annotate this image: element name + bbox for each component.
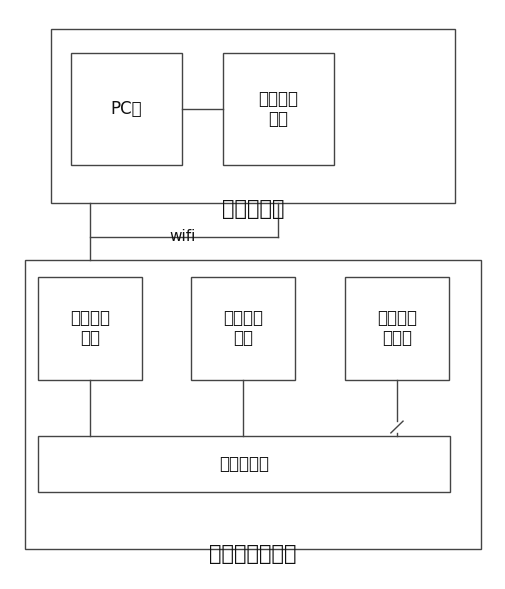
Bar	[71, 53, 182, 165]
Bar	[191, 277, 294, 380]
Bar	[25, 260, 480, 549]
Text: 中心服务器: 中心服务器	[221, 199, 284, 219]
Text: 空调器附加装置: 空调器附加装置	[209, 544, 296, 564]
Bar	[38, 436, 449, 492]
Bar	[222, 53, 333, 165]
Text: PC机: PC机	[111, 100, 142, 118]
Bar	[344, 277, 448, 380]
Text: wifi: wifi	[169, 229, 195, 244]
Text: 声音输出
装置: 声音输出 装置	[222, 309, 263, 348]
Text: 无线传输
模块: 无线传输 模块	[70, 309, 110, 348]
Bar	[50, 29, 454, 203]
Text: 无线传输
模块: 无线传输 模块	[258, 90, 298, 128]
Bar	[38, 277, 141, 380]
Text: 中央处理器: 中央处理器	[219, 455, 269, 472]
Text: 空调器接
口模块: 空调器接 口模块	[376, 309, 417, 348]
